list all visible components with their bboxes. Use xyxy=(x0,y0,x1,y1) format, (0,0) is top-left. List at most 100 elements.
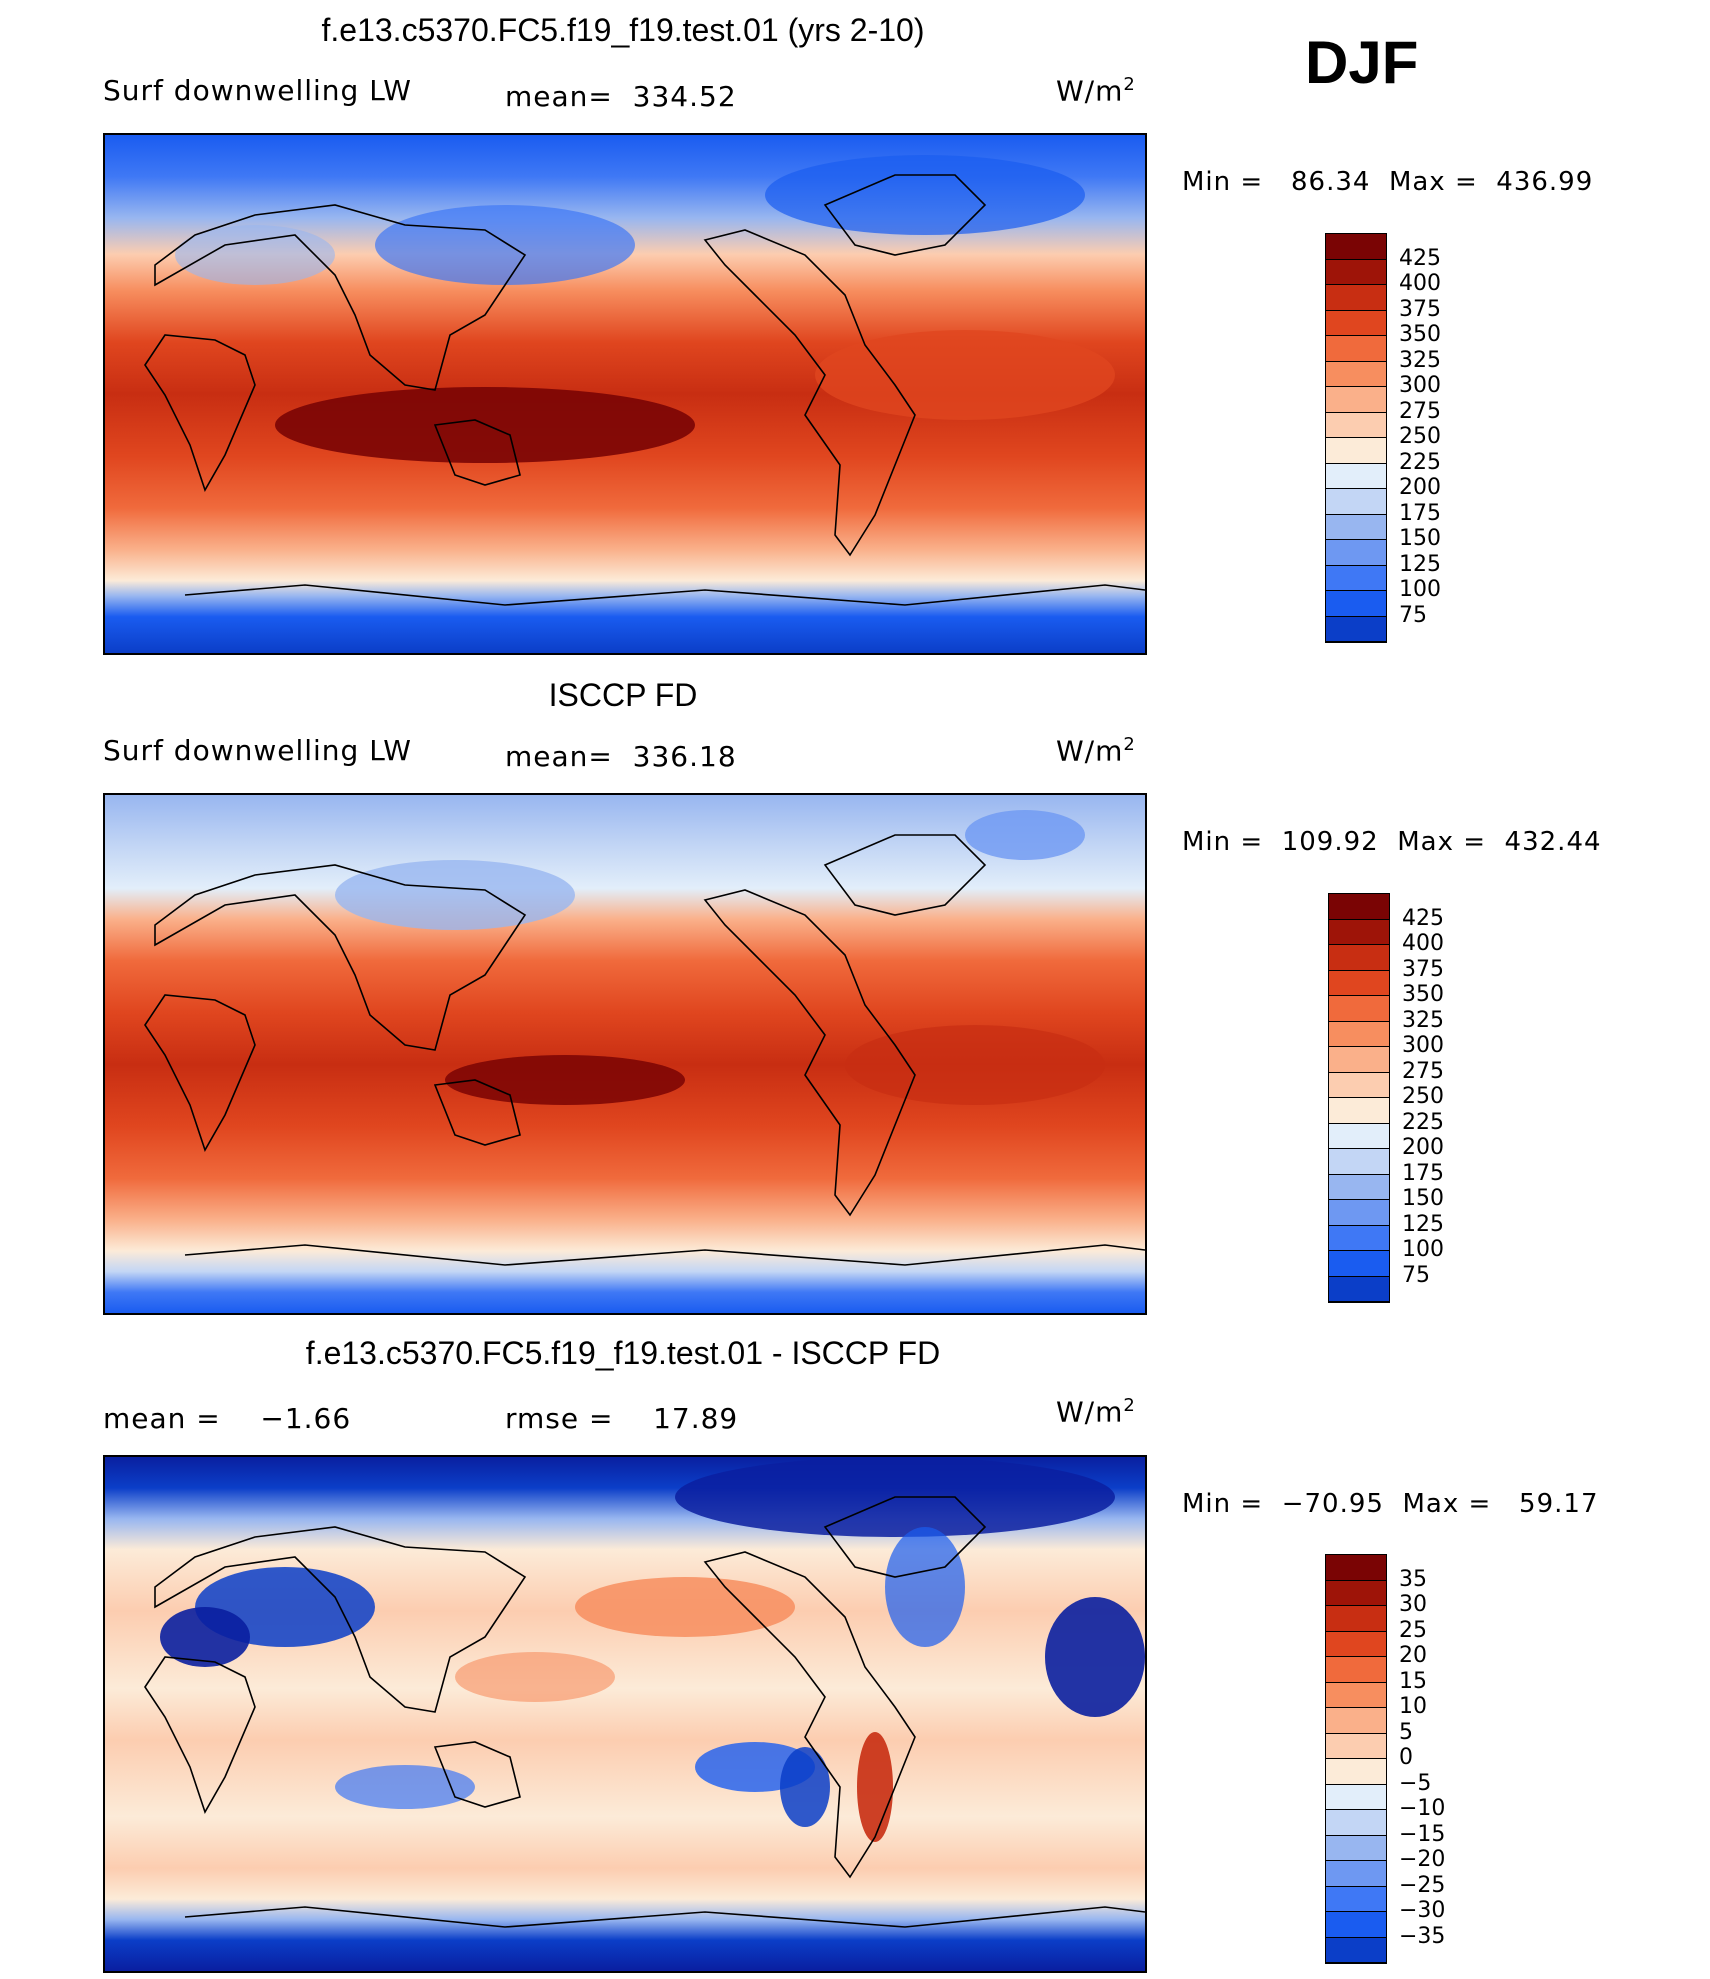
colorbar-swatch xyxy=(1329,1021,1389,1047)
colorbar-swatch xyxy=(1326,234,1386,260)
colorbar-swatch xyxy=(1329,1098,1389,1124)
panel-2-minmax: Min = 109.92 Max = 432.44 xyxy=(1182,827,1602,857)
colorbar-label: 150 xyxy=(1399,526,1441,551)
panel-3-minmax: Min = −70.95 Max = 59.17 xyxy=(1182,1489,1599,1519)
colorbar-swatch xyxy=(1326,1682,1386,1708)
colorbar-swatch xyxy=(1329,1276,1389,1302)
colorbar-label: 350 xyxy=(1402,982,1444,1007)
colorbar-swatch xyxy=(1326,463,1386,489)
colorbar-swatch xyxy=(1326,1555,1386,1581)
colorbar-label: 75 xyxy=(1402,1262,1430,1288)
panel-2-title: ISCCP FD xyxy=(548,677,698,713)
colorbar-label: −20 xyxy=(1399,1847,1446,1872)
colorbar-swatch xyxy=(1326,616,1386,642)
colorbar-label: 150 xyxy=(1402,1186,1444,1211)
colorbar-label: 15 xyxy=(1399,1668,1427,1694)
colorbar-label: 100 xyxy=(1399,577,1441,602)
panel-1-units: W/m2 xyxy=(1056,74,1136,108)
panel-2-colorbar xyxy=(1328,893,1390,1303)
colorbar-swatch xyxy=(1326,1886,1386,1912)
panel-1-mean: mean= 334.52 xyxy=(505,80,737,113)
colorbar-swatch xyxy=(1326,1580,1386,1606)
panel-1-map xyxy=(103,133,1147,655)
colorbar-label: 20 xyxy=(1399,1643,1427,1668)
colorbar-swatch xyxy=(1329,919,1389,945)
panel-1-minmax: Min = 86.34 Max = 436.99 xyxy=(1182,167,1594,197)
colorbar-label: 100 xyxy=(1402,1237,1444,1262)
colorbar-swatch xyxy=(1329,1200,1389,1226)
panel-3-units: W/m2 xyxy=(1056,1395,1136,1429)
panel-1-variable-label: Surf downwelling LW xyxy=(103,74,412,107)
colorbar-swatch xyxy=(1326,336,1386,362)
season-label: DJF xyxy=(1305,29,1419,96)
colorbar-swatch xyxy=(1326,310,1386,336)
colorbar-swatch xyxy=(1326,565,1386,591)
colorbar-label: −15 xyxy=(1399,1821,1446,1847)
colorbar-label: 125 xyxy=(1402,1211,1444,1237)
colorbar-label: 200 xyxy=(1402,1135,1444,1160)
colorbar-label: 0 xyxy=(1399,1745,1413,1770)
colorbar-label: 425 xyxy=(1402,905,1444,931)
colorbar-swatch xyxy=(1326,489,1386,515)
colorbar-swatch xyxy=(1329,1225,1389,1251)
colorbar-swatch xyxy=(1326,1759,1386,1785)
colorbar-swatch xyxy=(1326,438,1386,464)
panel-1-title: f.e13.c5370.FC5.f19_f19.test.01 (yrs 2-1… xyxy=(321,12,925,48)
panel-3-title: f.e13.c5370.FC5.f19_f19.test.01 - ISCCP … xyxy=(305,1335,941,1371)
colorbar-swatch xyxy=(1329,894,1389,920)
colorbar-swatch xyxy=(1326,591,1386,617)
colorbar-label: 375 xyxy=(1402,956,1444,982)
colorbar-label: 5 xyxy=(1399,1719,1413,1745)
colorbar-swatch xyxy=(1329,1251,1389,1277)
colorbar-label: 325 xyxy=(1402,1007,1444,1033)
colorbar-swatch xyxy=(1329,1174,1389,1200)
colorbar-label: 30 xyxy=(1399,1592,1427,1617)
colorbar-label: −5 xyxy=(1399,1770,1432,1796)
colorbar-swatch xyxy=(1326,361,1386,387)
panel-2-mean: mean= 336.18 xyxy=(505,740,737,773)
colorbar-swatch xyxy=(1329,1072,1389,1098)
panel-3-map-svg xyxy=(105,1457,1145,1971)
colorbar-label: 375 xyxy=(1399,296,1441,322)
colorbar-label: 250 xyxy=(1399,424,1441,449)
panel-3-colorbar xyxy=(1325,1554,1387,1964)
colorbar-swatch xyxy=(1326,540,1386,566)
colorbar-swatch xyxy=(1329,996,1389,1022)
panel-1-map-svg xyxy=(105,135,1145,653)
colorbar-label: 250 xyxy=(1402,1084,1444,1109)
panel-3-rmse: rmse = 17.89 xyxy=(505,1402,739,1435)
panel-2-map xyxy=(103,793,1147,1315)
colorbar-swatch xyxy=(1326,514,1386,540)
colorbar-swatch xyxy=(1326,387,1386,413)
colorbar-swatch xyxy=(1326,285,1386,311)
colorbar-swatch xyxy=(1326,1861,1386,1887)
colorbar-label: 125 xyxy=(1399,551,1441,577)
colorbar-swatch xyxy=(1326,1784,1386,1810)
panel-3-map xyxy=(103,1455,1147,1973)
colorbar-swatch xyxy=(1329,1149,1389,1175)
colorbar-swatch xyxy=(1329,1047,1389,1073)
colorbar-label: 325 xyxy=(1399,347,1441,373)
colorbar-label: 10 xyxy=(1399,1694,1427,1719)
colorbar-label: −25 xyxy=(1399,1872,1446,1898)
colorbar-label: 225 xyxy=(1399,449,1441,475)
colorbar-label: 25 xyxy=(1399,1617,1427,1643)
colorbar-label: 175 xyxy=(1399,500,1441,526)
colorbar-label: 275 xyxy=(1402,1058,1444,1084)
panel-2-units: W/m2 xyxy=(1056,734,1136,768)
colorbar-label: 400 xyxy=(1399,271,1441,296)
colorbar-label: 175 xyxy=(1402,1160,1444,1186)
colorbar-label: −30 xyxy=(1399,1898,1446,1923)
colorbar-label: 300 xyxy=(1399,373,1441,398)
colorbar-swatch xyxy=(1326,1912,1386,1938)
colorbar-swatch xyxy=(1326,1810,1386,1836)
colorbar-label: 425 xyxy=(1399,245,1441,271)
colorbar-label: −35 xyxy=(1399,1923,1446,1949)
colorbar-swatch xyxy=(1326,1631,1386,1657)
colorbar-label: 400 xyxy=(1402,931,1444,956)
panel-1-colorbar xyxy=(1325,233,1387,643)
colorbar-swatch xyxy=(1326,1733,1386,1759)
colorbar-swatch xyxy=(1326,1657,1386,1683)
panel-3-mean: mean = −1.66 xyxy=(103,1402,352,1435)
colorbar-label: 225 xyxy=(1402,1109,1444,1135)
